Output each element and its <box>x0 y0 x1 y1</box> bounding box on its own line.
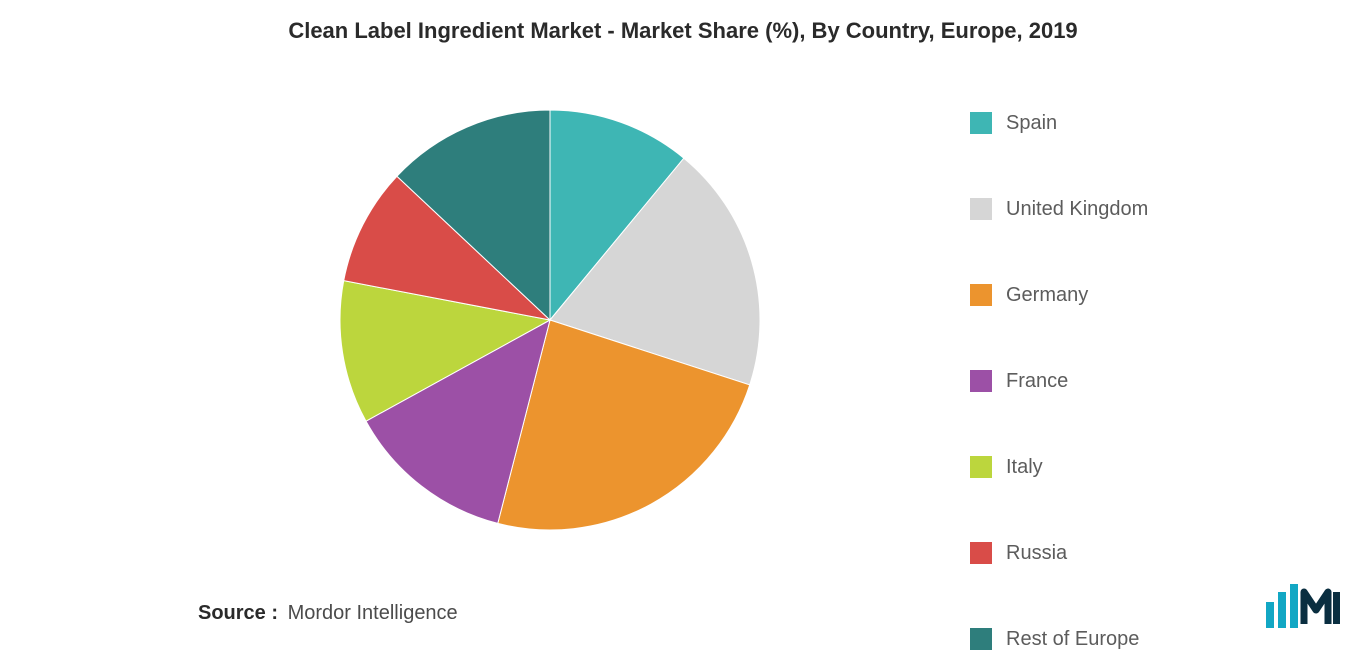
legend-swatch <box>970 542 992 564</box>
legend-label: Germany <box>1006 284 1088 307</box>
legend-item: Rest of Europe <box>970 612 1148 666</box>
logo-svg <box>1266 584 1340 628</box>
legend-item: Italy <box>970 440 1148 494</box>
legend-item: Germany <box>970 268 1148 322</box>
legend-label: United Kingdom <box>1006 198 1148 221</box>
logo-bar-3 <box>1290 584 1298 628</box>
pie-svg <box>338 108 762 532</box>
legend-swatch <box>970 284 992 306</box>
legend-label: Russia <box>1006 542 1067 565</box>
brand-logo <box>1266 584 1340 633</box>
legend-swatch <box>970 628 992 650</box>
legend: Spain United Kingdom Germany France Italy Rus… <box>970 96 1148 666</box>
legend-item: Russia <box>970 526 1148 580</box>
legend-item: Spain <box>970 96 1148 150</box>
legend-label: Rest of Europe <box>1006 628 1139 651</box>
legend-swatch <box>970 370 992 392</box>
logo-letter-i <box>1333 592 1340 624</box>
source-text: Mordor Intelligence <box>288 602 458 624</box>
legend-label: France <box>1006 370 1068 393</box>
chart-title: Clean Label Ingredient Market - Market S… <box>0 18 1366 44</box>
legend-label: Spain <box>1006 112 1057 135</box>
legend-swatch <box>970 456 992 478</box>
logo-letter-m <box>1304 592 1328 624</box>
legend-swatch <box>970 112 992 134</box>
source-line: Source : Mordor Intelligence <box>198 602 458 625</box>
chart-container: Clean Label Ingredient Market - Market S… <box>0 0 1366 655</box>
logo-bar-2 <box>1278 592 1286 628</box>
logo-bar-1 <box>1266 602 1274 628</box>
legend-label: Italy <box>1006 456 1043 479</box>
legend-item: United Kingdom <box>970 182 1148 236</box>
legend-swatch <box>970 198 992 220</box>
source-label: Source : <box>198 602 278 624</box>
legend-item: France <box>970 354 1148 408</box>
pie-chart <box>338 108 762 537</box>
